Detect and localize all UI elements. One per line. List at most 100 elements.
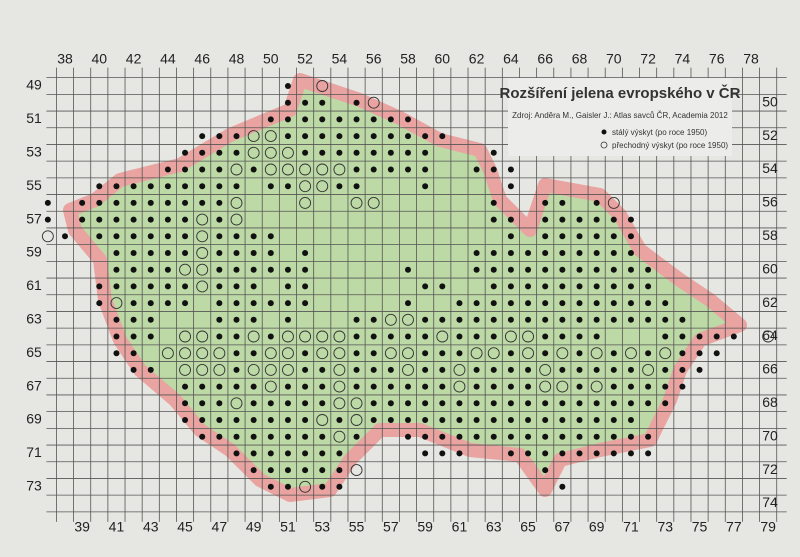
source: Zdroj: Anděra M., Gaisler J.: Atlas savc… — [512, 111, 728, 120]
permanent-dot — [627, 366, 634, 373]
row-label: 55 — [26, 177, 42, 193]
permanent-dot — [96, 199, 103, 206]
transient-dot — [333, 380, 346, 393]
permanent-dot — [130, 183, 137, 190]
permanent-dot — [542, 450, 549, 457]
transient-dot — [110, 297, 123, 310]
permanent-dot — [439, 433, 446, 440]
permanent-dot — [507, 216, 514, 223]
permanent-dot — [113, 216, 120, 223]
transient-dot — [539, 363, 552, 376]
transient-dot — [522, 330, 534, 343]
permanent-dot — [662, 400, 669, 407]
permanent-dot — [113, 233, 120, 240]
permanent-dot — [147, 233, 154, 240]
transient-dot — [539, 380, 552, 393]
permanent-dot — [387, 133, 394, 140]
permanent-dot — [456, 400, 463, 407]
permanent-dot — [199, 133, 206, 140]
transient-dot — [299, 180, 312, 193]
permanent-dot — [336, 483, 343, 490]
column-label: 69 — [589, 519, 605, 535]
permanent-dot — [233, 316, 240, 323]
permanent-dot — [490, 383, 497, 390]
permanent-dot — [302, 99, 309, 106]
permanent-dot — [284, 83, 291, 89]
permanent-dot — [302, 266, 309, 273]
permanent-dot — [130, 199, 137, 206]
permanent-dot — [113, 183, 120, 190]
permanent-dot — [182, 233, 189, 240]
permanent-dot — [147, 183, 154, 190]
permanent-dot — [302, 350, 309, 357]
permanent-dot — [199, 433, 206, 440]
permanent-dot — [662, 333, 669, 340]
permanent-dot — [233, 333, 240, 340]
permanent-dot — [610, 366, 617, 373]
transient-dot — [282, 363, 294, 376]
column-label: 70 — [606, 51, 622, 67]
row-label: 64 — [762, 327, 778, 343]
permanent-dot — [302, 467, 309, 474]
permanent-dot — [302, 250, 309, 256]
permanent-dot — [542, 333, 549, 340]
transient-dot — [264, 163, 277, 176]
row-label: 52 — [762, 127, 778, 143]
permanent-dot — [336, 133, 343, 140]
transient-dot — [161, 347, 174, 360]
permanent-dot — [490, 333, 497, 340]
permanent-dot — [284, 133, 291, 140]
permanent-dot — [164, 166, 171, 173]
permanent-dot — [164, 266, 171, 273]
permanent-dot — [199, 400, 206, 407]
permanent-dot — [456, 350, 463, 357]
permanent-dot — [199, 166, 206, 173]
permanent-dot — [353, 166, 360, 173]
transient-dot — [247, 146, 260, 159]
column-label: 64 — [503, 51, 519, 67]
permanent-dot — [405, 133, 411, 140]
row-label: 67 — [26, 377, 42, 393]
permanent-dot — [284, 116, 291, 123]
permanent-dot — [559, 450, 566, 457]
permanent-dot — [319, 483, 326, 490]
permanent-dot — [439, 417, 446, 423]
permanent-dot — [284, 450, 291, 457]
permanent-dot — [422, 383, 429, 390]
permanent-dot — [405, 333, 411, 340]
permanent-dot — [267, 333, 274, 340]
column-label: 48 — [229, 51, 245, 67]
permanent-dot — [507, 316, 514, 323]
permanent-dot — [610, 400, 617, 407]
permanent-dot — [507, 350, 514, 357]
permanent-dot — [370, 116, 377, 123]
transient-dot — [316, 180, 329, 193]
transient-dot — [282, 146, 294, 159]
permanent-dot — [473, 366, 480, 373]
permanent-dot — [422, 450, 429, 457]
column-label: 51 — [280, 519, 296, 535]
permanent-dot — [713, 333, 720, 340]
permanent-dot — [696, 333, 703, 340]
column-label: 74 — [675, 51, 691, 67]
column-label: 53 — [314, 519, 330, 535]
row-label: 58 — [762, 227, 778, 243]
permanent-dot — [593, 450, 600, 457]
permanent-dot — [627, 316, 634, 323]
permanent-dot — [627, 417, 634, 423]
row-label: 72 — [762, 461, 778, 477]
transient-dot — [299, 163, 312, 176]
permanent-dot — [576, 300, 583, 307]
permanent-dot — [147, 250, 154, 256]
permanent-dot — [302, 283, 309, 290]
permanent-dot — [199, 199, 206, 206]
permanent-dot — [439, 133, 446, 140]
transient-dot — [453, 363, 466, 376]
permanent-dot — [490, 433, 497, 440]
permanent-dot — [147, 366, 154, 373]
permanent-dot — [387, 366, 394, 373]
grid-labels: 38 40 42 44 46 48 50 52 54 56 58 60 62 64 66 68 70 72 74 76… — [26, 51, 778, 535]
permanent-dot — [576, 400, 583, 407]
transient-dot — [247, 363, 260, 376]
column-label: 68 — [572, 51, 588, 67]
